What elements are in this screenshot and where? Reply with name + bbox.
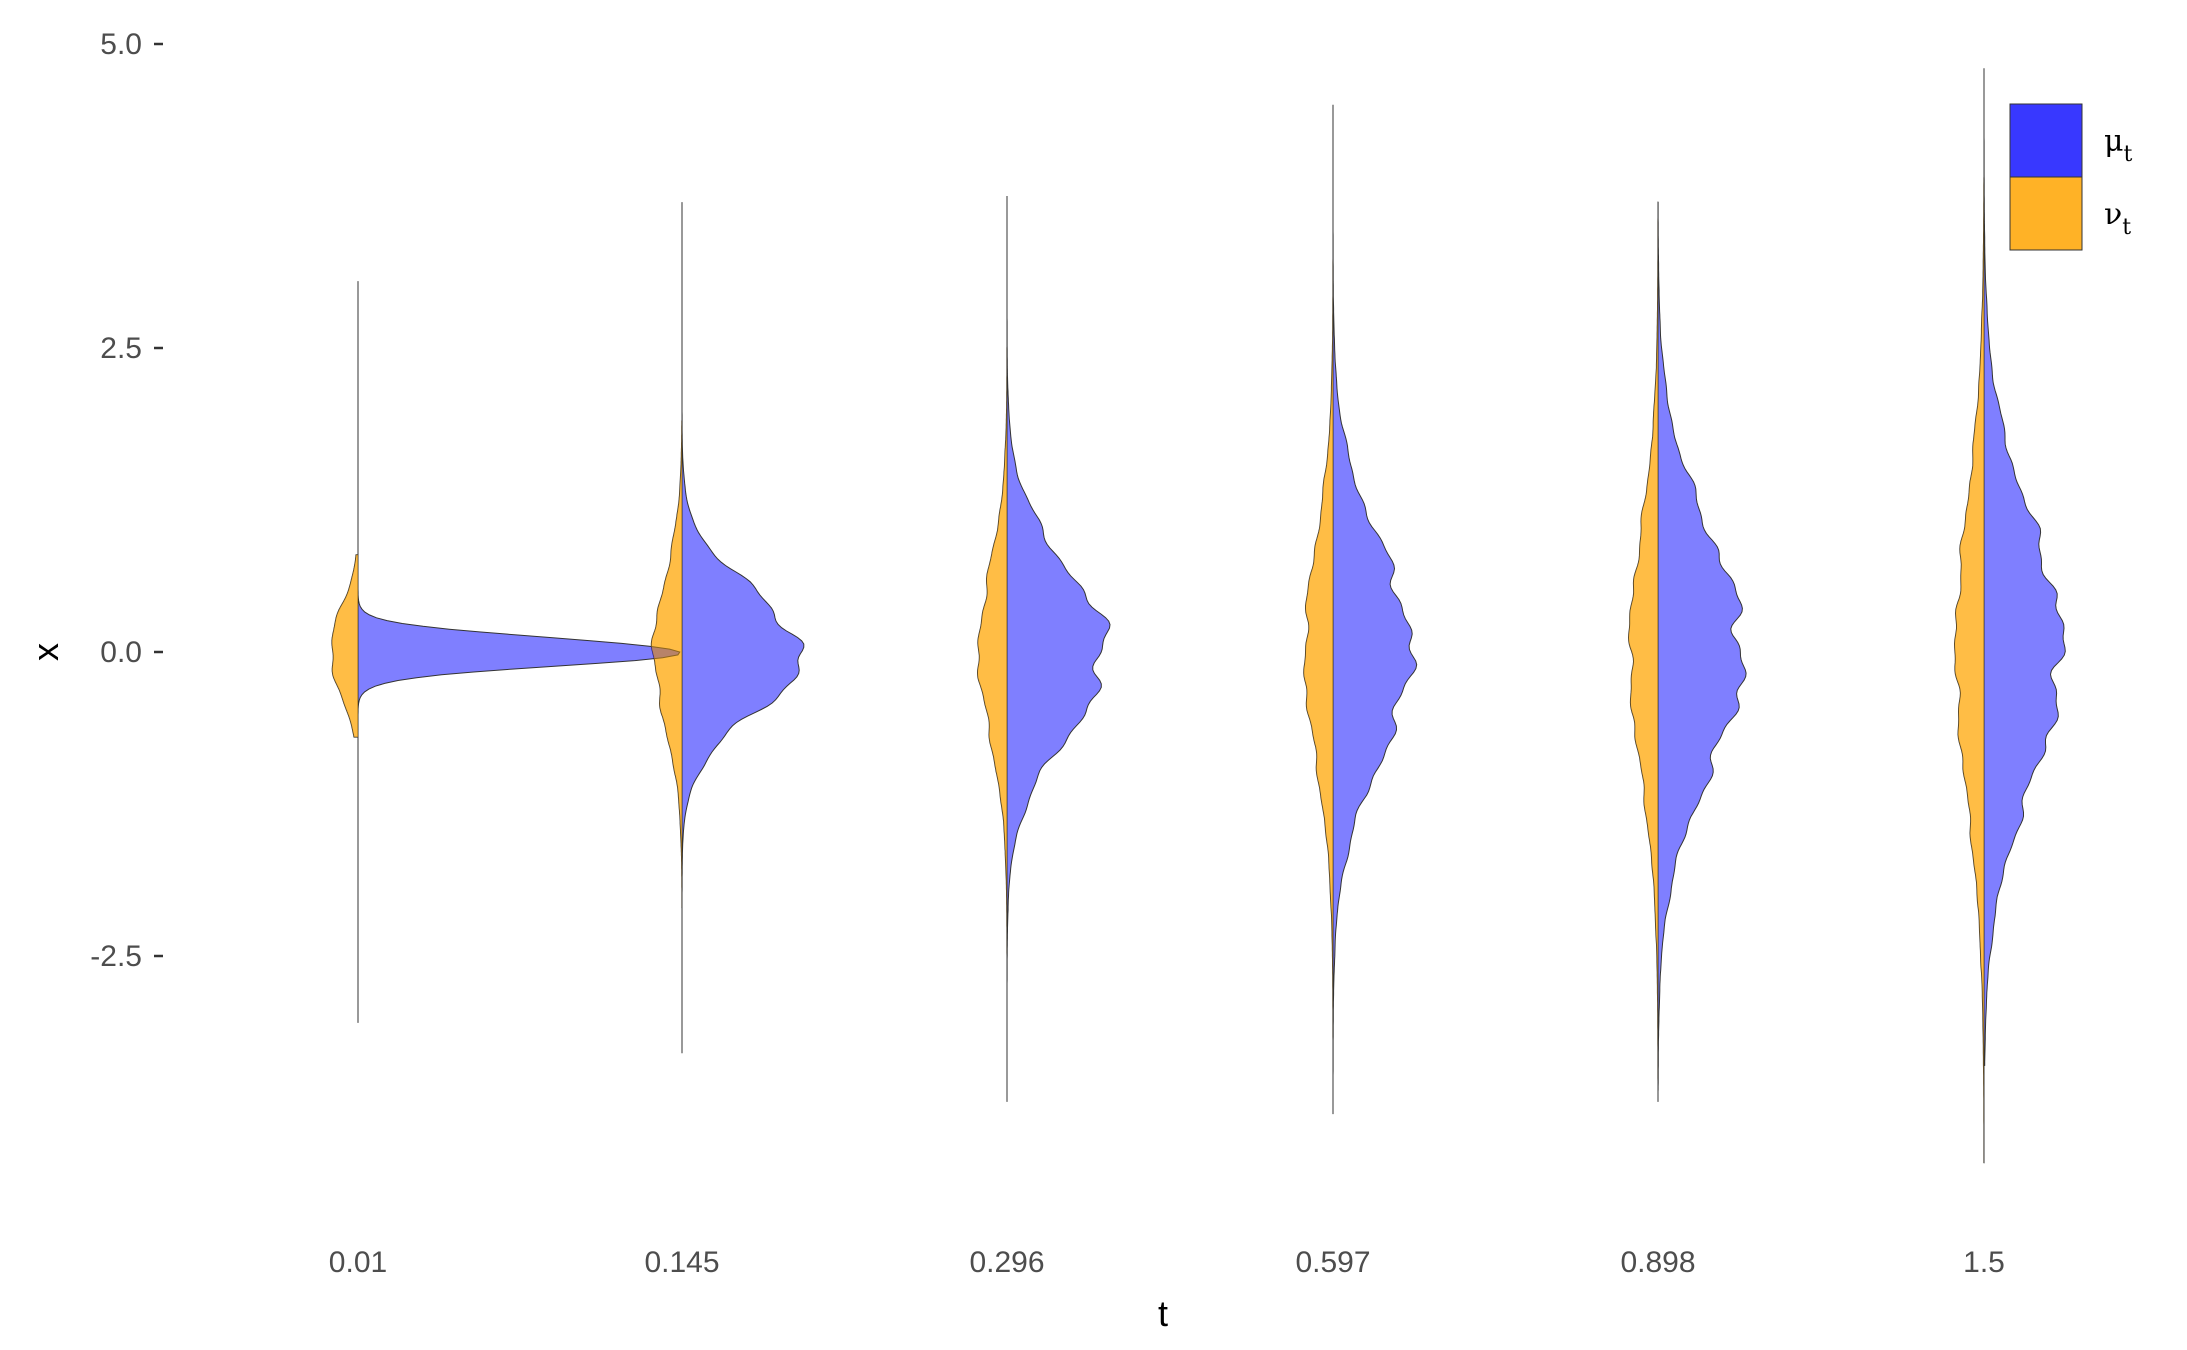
x-tick-label: 0.145 <box>644 1246 719 1279</box>
mu-density-0.145 <box>681 202 805 1054</box>
x-tick-label: 0.296 <box>969 1246 1044 1279</box>
plot-area <box>331 68 2066 1164</box>
nu-density-0.296 <box>976 347 1008 993</box>
y-tick-label: 5.0 <box>100 28 142 61</box>
mu-density-0.01 <box>357 281 681 1023</box>
nu-density-overlay-0.145 <box>651 420 682 908</box>
nu-density-0.145 <box>650 420 683 909</box>
y-axis-title: x <box>25 643 66 661</box>
legend-key-1 <box>2009 176 2083 251</box>
legend-label-1: νt <box>2104 197 2131 240</box>
x-axis: 0.01 0.145 0.296 0.597 0.898 1.5 <box>329 1246 2005 1279</box>
x-tick-label: 0.01 <box>329 1246 387 1279</box>
legend-label-0: μt <box>2104 124 2133 167</box>
nu-density-0.01 <box>331 554 359 738</box>
x-tick-label: 0.898 <box>1620 1246 1695 1279</box>
mu-density-1.5 <box>1983 68 2066 1066</box>
x-tick-label: 0.597 <box>1295 1246 1370 1279</box>
x-tick-label: 1.5 <box>1963 1246 2005 1279</box>
mu-density-0.898 <box>1657 201 1747 1091</box>
mu-density-0.597 <box>1332 104 1418 1102</box>
y-tick-label: 0.0 <box>100 636 142 669</box>
mu-density-0.296 <box>1006 196 1111 1102</box>
y-tick-label: 2.5 <box>100 332 142 365</box>
nu-density-1.5 <box>1953 177 1985 1164</box>
nu-density-overlay-0.01 <box>331 554 358 738</box>
x-axis-title: t <box>1158 1293 1168 1334</box>
nu-density-0.898 <box>1627 214 1659 1102</box>
legend-key-0 <box>2009 103 2083 178</box>
y-axis: 5.0 2.5 0.0 -2.5 <box>90 28 163 973</box>
y-tick-label: -2.5 <box>90 940 142 973</box>
legend: μt νt <box>2009 103 2133 251</box>
nu-density-overlay-0.296 <box>977 348 1007 993</box>
nu-density-overlay-0.597 <box>1303 238 1333 1115</box>
nu-density-overlay-1.5 <box>1954 177 1984 1163</box>
nu-density-overlay-0.898 <box>1628 214 1658 1102</box>
